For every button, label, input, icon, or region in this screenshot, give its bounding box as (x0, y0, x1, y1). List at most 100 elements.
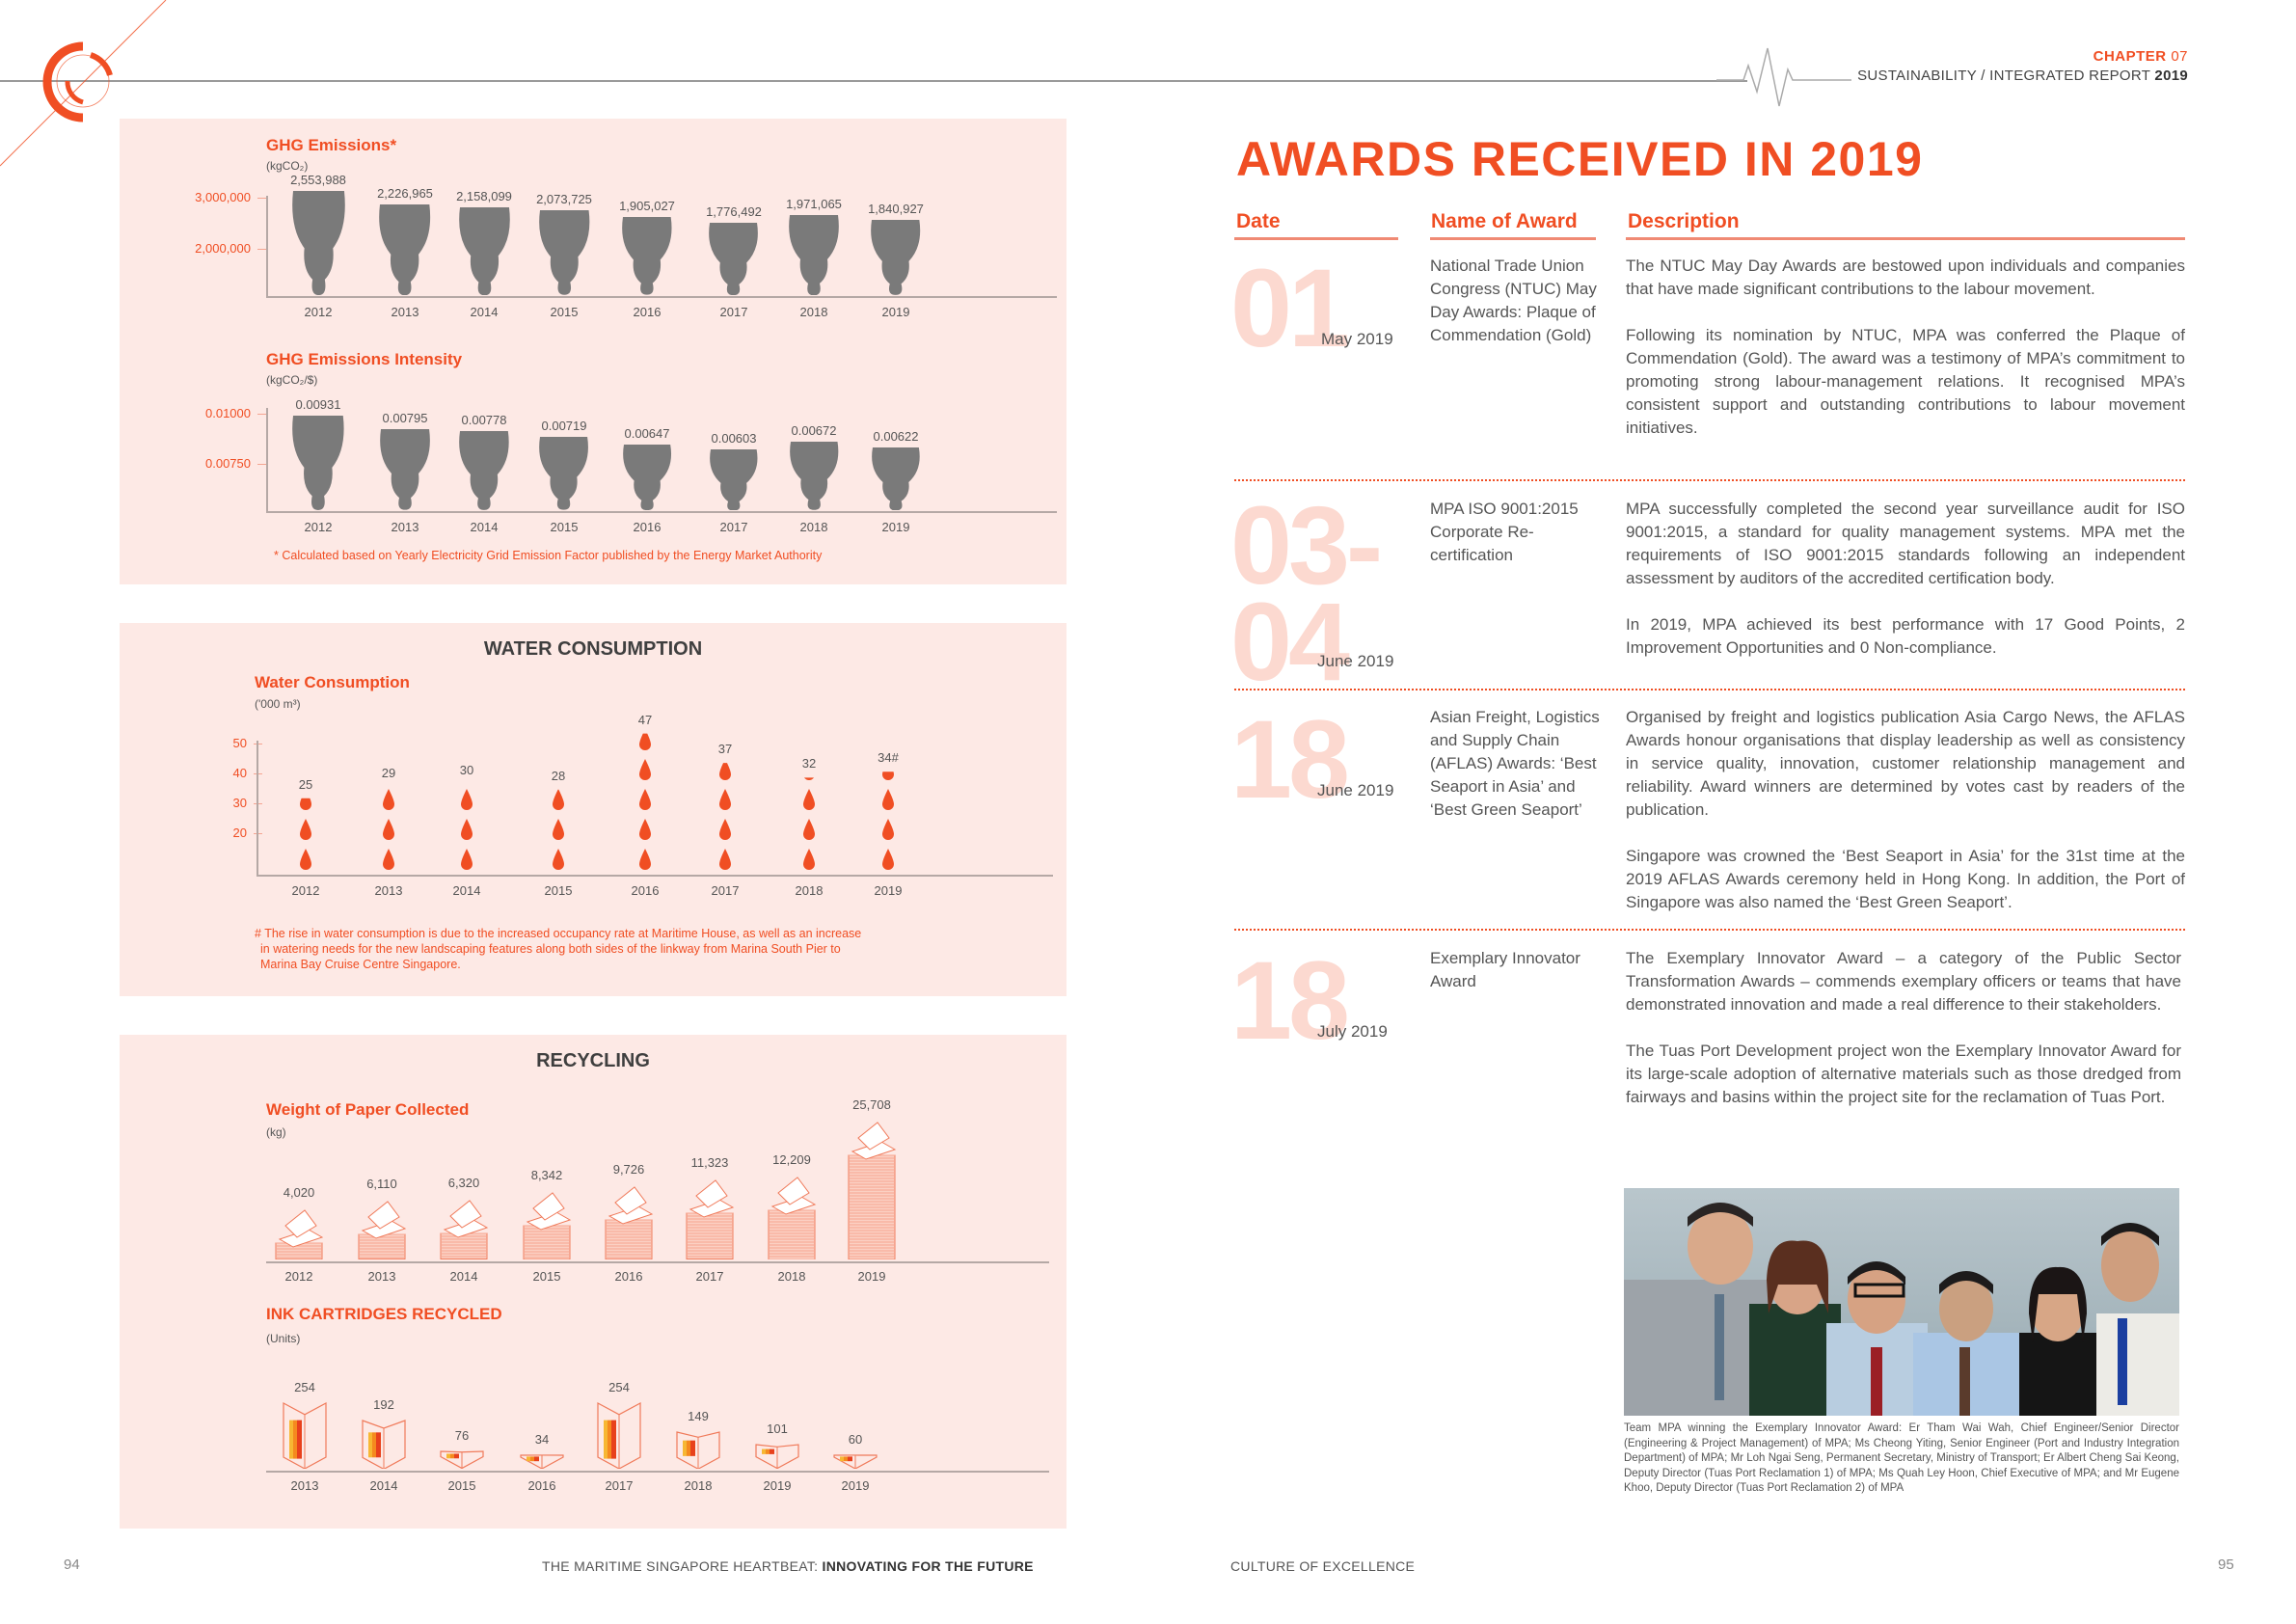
data-label: 0.00778 (461, 413, 507, 428)
data-label: 0.00672 (791, 423, 837, 439)
paper-stack-icon (686, 1179, 735, 1259)
x-tick-label: 2015 (550, 305, 579, 319)
row-divider (1234, 689, 2185, 690)
ink-cartridge-icon (755, 1444, 799, 1469)
award-description: MPA successfully completed the second ye… (1626, 500, 2185, 657)
data-label: 30 (459, 762, 474, 777)
x-tick-label: 2019 (881, 520, 910, 534)
ghg-intensity-unit: (kgCO₂/$) (266, 373, 318, 387)
x-tick-label: 2013 (391, 520, 419, 534)
data-label: 32 (801, 756, 817, 771)
award-description: The NTUC May Day Awards are bestowed upo… (1626, 257, 2185, 437)
y-tick: 50 (150, 736, 262, 750)
data-label: 192 (373, 1396, 394, 1412)
paper-title: Weight of Paper Collected (266, 1100, 470, 1119)
paper-stack-icon (358, 1201, 407, 1259)
x-tick-label: 2018 (799, 520, 828, 534)
award-day: 18 (1230, 698, 1350, 822)
x-tick-label: 2016 (527, 1478, 556, 1493)
data-label: 8,342 (530, 1167, 563, 1182)
column-underline (1430, 237, 1596, 240)
water-drop-icon (882, 819, 894, 840)
water-drop-icon (639, 819, 651, 840)
water-drop-icon (553, 789, 564, 810)
mpa-logo-icon (0, 0, 167, 167)
x-tick-label: 2017 (605, 1478, 634, 1493)
water-drop-icon (803, 849, 815, 870)
award-name: National Trade Union Congress (NTUC) May… (1430, 257, 1597, 344)
x-tick-label: 2014 (452, 883, 481, 898)
x-tick-label: 2019 (841, 1478, 870, 1493)
data-label: 12,209 (772, 1151, 811, 1167)
water-drop-icon (803, 819, 815, 840)
x-tick-label: 2017 (719, 520, 748, 534)
recycling-section-title: RECYCLING (536, 1050, 650, 1071)
data-label: 149 (688, 1408, 709, 1423)
water-drop-icon (383, 849, 394, 870)
y-tick: 0.00750 (164, 456, 266, 471)
water-drop-icon (719, 819, 731, 840)
heartbeat-line-icon (1716, 47, 1851, 107)
data-label: 0.00647 (624, 425, 670, 441)
data-label: 29 (381, 765, 396, 780)
x-tick-label: 2013 (290, 1478, 319, 1493)
footer-left: THE MARITIME SINGAPORE HEARTBEAT: INNOVA… (542, 1558, 1034, 1574)
water-drop-icon (882, 849, 894, 870)
x-tick-label: 2017 (711, 883, 740, 898)
data-label: 254 (294, 1380, 315, 1394)
data-label: 25 (298, 776, 313, 792)
x-tick-label: 2013 (391, 305, 419, 319)
page-number-left: 94 (64, 1556, 80, 1573)
water-drop-icon (719, 789, 731, 810)
x-tick-label: 2015 (544, 883, 573, 898)
ink-cartridge-icon (283, 1401, 327, 1469)
x-tick-label: 2019 (857, 1269, 886, 1284)
water-drop-icon (719, 763, 731, 780)
paper-stack-icon (605, 1186, 654, 1259)
data-label: 0.00931 (295, 397, 341, 412)
data-label: 6,110 (366, 1177, 397, 1192)
award-month: June 2019 (1317, 781, 1394, 799)
x-axis (266, 511, 1057, 513)
smoke-plume-icon (623, 444, 671, 510)
recycling-panel: RECYCLING Weight of Paper Collected (kg)… (120, 1035, 1067, 1529)
data-label: 47 (637, 712, 653, 727)
water-drop-icon (553, 819, 564, 840)
data-label: 1,971,065 (786, 196, 842, 211)
smoke-plume-icon (709, 222, 759, 295)
smoke-plume-icon (380, 429, 430, 510)
x-tick-label: 2013 (374, 883, 403, 898)
y-tick: 20 (150, 826, 262, 840)
smoke-plume-icon (538, 210, 590, 295)
x-axis (266, 1471, 1049, 1473)
water-drop-icon (300, 819, 311, 840)
data-label: 11,323 (690, 1155, 729, 1171)
y-axis (257, 741, 258, 876)
data-label: 2,553,988 (290, 172, 346, 187)
ink-cartridge-icon (520, 1454, 564, 1469)
data-label: 9,726 (612, 1162, 645, 1177)
data-label: 101 (767, 1421, 788, 1437)
y-axis (266, 408, 268, 512)
smoke-plume-icon (622, 217, 672, 295)
y-tick: 3,000,000 (164, 190, 266, 204)
smoke-plume-icon (459, 431, 509, 510)
water-section-title: WATER CONSUMPTION (483, 638, 703, 660)
data-label: 1,840,927 (868, 202, 924, 217)
photo-caption: Team MPA winning the Exemplary Innovator… (1624, 1422, 2179, 1494)
smoke-plume-icon (871, 220, 921, 295)
water-drop-icon (461, 819, 473, 840)
data-label: 2,073,725 (536, 192, 592, 207)
ink-cartridge-icon (362, 1419, 406, 1469)
smoke-plume-icon (379, 203, 431, 295)
data-label: 60 (848, 1432, 863, 1447)
x-tick-label: 2015 (447, 1478, 476, 1493)
ink-cartridge-icon (440, 1450, 484, 1469)
data-label: 34# (878, 750, 899, 766)
x-tick-label: 2014 (369, 1478, 398, 1493)
smoke-plume-icon (292, 416, 344, 510)
chapter-label: CHAPTER 07 (2093, 48, 2188, 65)
paper-stack-icon (848, 1122, 897, 1259)
column-header-name: Name of Award (1431, 210, 1578, 232)
water-drop-icon (553, 849, 564, 870)
